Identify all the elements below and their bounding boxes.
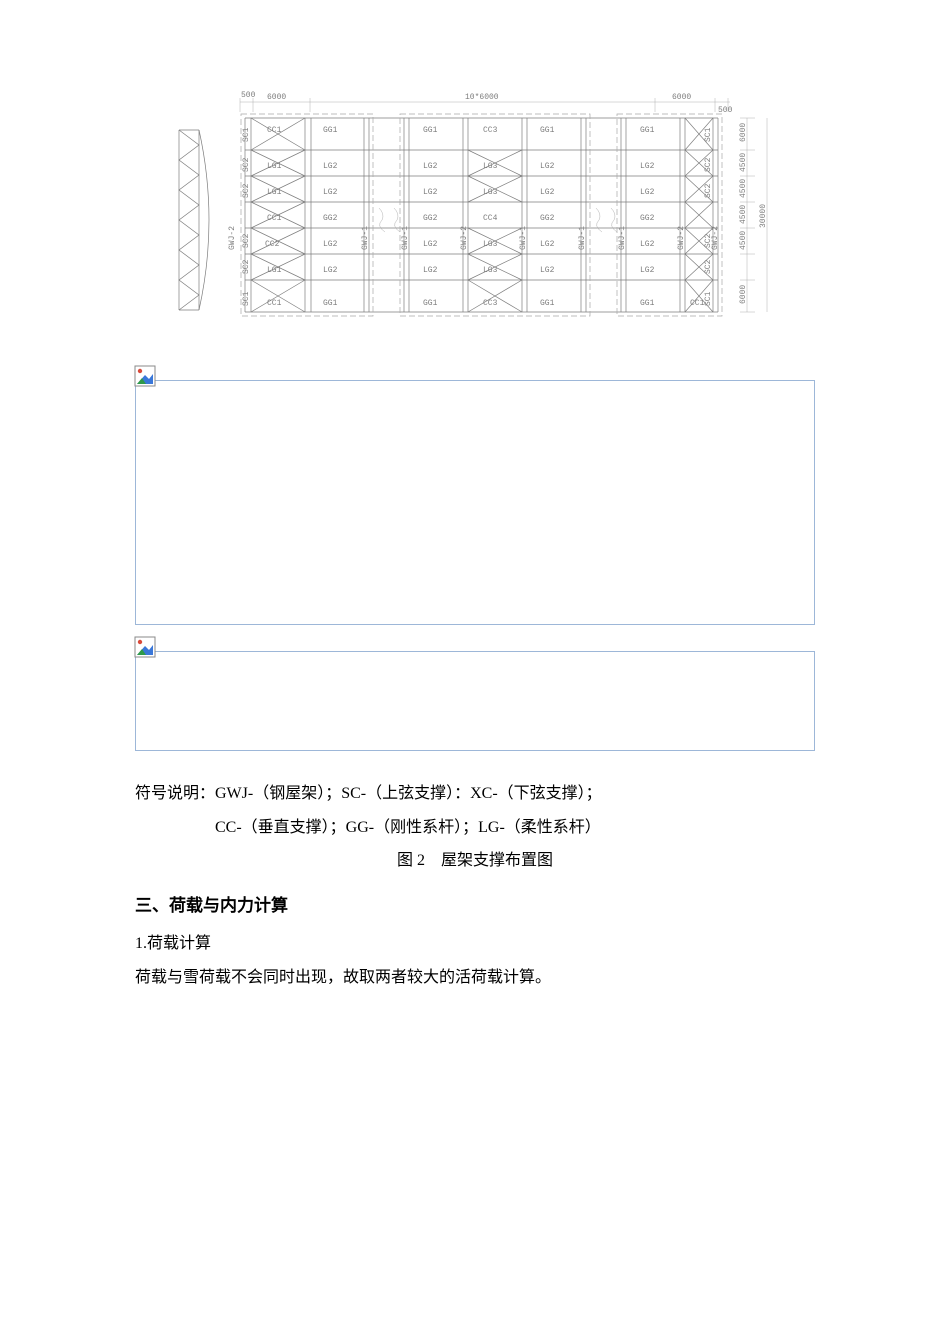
svg-text:LG2: LG2 <box>640 188 655 197</box>
svg-text:LG1: LG1 <box>267 266 282 275</box>
svg-text:LG3: LG3 <box>483 240 498 249</box>
svg-text:SC1: SC1 <box>242 127 251 142</box>
dim-6000-l: 6000 <box>267 93 286 102</box>
section-3-item-1: 1.荷载计算 <box>135 927 815 961</box>
top-dim: 500 6000 10*6000 6000 500 <box>240 91 733 115</box>
svg-text:SC2: SC2 <box>242 183 251 198</box>
svg-text:GG1: GG1 <box>423 299 438 308</box>
svg-text:LG2: LG2 <box>323 266 338 275</box>
broken-image-icon <box>134 365 156 387</box>
svg-text:LG3: LG3 <box>483 266 498 275</box>
svg-text:LG2: LG2 <box>323 162 338 171</box>
svg-text:CC2: CC2 <box>265 240 280 249</box>
svg-text:GG2: GG2 <box>323 214 338 223</box>
svg-text:LG3: LG3 <box>483 188 498 197</box>
legend-line-2: CC-（垂直支撑）；GG-（刚性系杆）；LG-（柔性系杆） <box>135 811 815 845</box>
svg-text:CC3: CC3 <box>483 299 498 308</box>
svg-text:GG1: GG1 <box>323 126 338 135</box>
svg-text:GWJ-1: GWJ-1 <box>618 226 627 250</box>
svg-text:GG1: GG1 <box>323 299 338 308</box>
svg-text:LG2: LG2 <box>323 240 338 249</box>
svg-text:SC2: SC2 <box>242 233 251 248</box>
svg-text:LG2: LG2 <box>323 188 338 197</box>
svg-text:LG2: LG2 <box>423 266 438 275</box>
grid-labels: CC1 GG1 GG1 CC3 GG1 GG1 LG1 LG2 LG2 LG3 … <box>228 126 720 308</box>
truss-layout-diagram: 500 6000 10*6000 6000 500 <box>135 80 815 360</box>
dim-6000-r: 6000 <box>672 93 691 102</box>
svg-text:GG1: GG1 <box>423 126 438 135</box>
svg-text:CC1: CC1 <box>267 299 282 308</box>
svg-text:LG2: LG2 <box>640 266 655 275</box>
svg-text:LG3: LG3 <box>483 162 498 171</box>
svg-text:GWJ-1: GWJ-1 <box>519 226 528 250</box>
svg-text:CC4: CC4 <box>483 214 498 223</box>
svg-text:LG2: LG2 <box>540 162 555 171</box>
truss-elevation <box>179 130 209 310</box>
missing-image-placeholder-2 <box>135 651 815 751</box>
svg-text:GG1: GG1 <box>540 299 555 308</box>
svg-text:GWJ-1: GWJ-1 <box>578 226 587 250</box>
svg-text:4500: 4500 <box>739 231 748 250</box>
svg-text:LG2: LG2 <box>640 240 655 249</box>
svg-text:GWJ-2: GWJ-2 <box>460 226 469 250</box>
svg-text:GWJ-1: GWJ-1 <box>401 226 410 250</box>
svg-text:LG2: LG2 <box>640 162 655 171</box>
svg-text:LG1: LG1 <box>267 162 282 171</box>
svg-text:SC2: SC2 <box>704 183 713 198</box>
svg-text:CC1: CC1 <box>267 126 282 135</box>
svg-text:30000: 30000 <box>759 204 768 228</box>
dim-500-l: 500 <box>241 91 256 100</box>
svg-text:GWJ-2: GWJ-2 <box>711 226 720 250</box>
right-dim: 6000 4500 4500 4500 4500 6000 30000 <box>739 118 768 312</box>
svg-text:SC2: SC2 <box>704 157 713 172</box>
svg-text:LG2: LG2 <box>540 240 555 249</box>
svg-text:SC1: SC1 <box>704 291 713 306</box>
svg-text:SC1: SC1 <box>242 291 251 306</box>
svg-text:LG2: LG2 <box>423 162 438 171</box>
svg-text:SC2: SC2 <box>242 157 251 172</box>
svg-text:LG1: LG1 <box>267 188 282 197</box>
svg-text:LG2: LG2 <box>423 188 438 197</box>
svg-text:CC3: CC3 <box>483 126 498 135</box>
svg-text:4500: 4500 <box>739 153 748 172</box>
dim-mid: 10*6000 <box>465 93 499 102</box>
svg-text:LG2: LG2 <box>540 266 555 275</box>
svg-text:4500: 4500 <box>739 179 748 198</box>
svg-text:GG2: GG2 <box>640 214 655 223</box>
figure-caption: 图 2 屋架支撑布置图 <box>135 844 815 878</box>
svg-text:GG2: GG2 <box>540 214 555 223</box>
svg-text:SC2: SC2 <box>704 259 713 274</box>
document-page: 500 6000 10*6000 6000 500 <box>0 0 950 1035</box>
svg-text:SC2: SC2 <box>242 259 251 274</box>
diagram-svg: 500 6000 10*6000 6000 500 <box>145 80 805 360</box>
svg-text:CC1: CC1 <box>690 299 705 308</box>
svg-text:CC1: CC1 <box>267 214 282 223</box>
broken-image-icon <box>134 636 156 658</box>
missing-image-placeholder-1 <box>135 380 815 625</box>
svg-text:6000: 6000 <box>739 123 748 142</box>
svg-text:GWJ-1: GWJ-1 <box>361 226 370 250</box>
svg-text:GG2: GG2 <box>423 214 438 223</box>
legend-line-1: 符号说明：GWJ-（钢屋架）；SC-（上弦支撑）：XC-（下弦支撑）； <box>135 777 815 811</box>
svg-text:GWJ-2: GWJ-2 <box>228 226 237 250</box>
svg-text:4500: 4500 <box>739 205 748 224</box>
svg-text:GG1: GG1 <box>540 126 555 135</box>
svg-text:6000: 6000 <box>739 285 748 304</box>
svg-text:LG2: LG2 <box>423 240 438 249</box>
svg-text:GG1: GG1 <box>640 299 655 308</box>
svg-text:LG2: LG2 <box>540 188 555 197</box>
svg-text:GG1: GG1 <box>640 126 655 135</box>
section-3-heading: 三、荷载与内力计算 <box>135 888 815 924</box>
svg-text:GWJ-2: GWJ-2 <box>677 226 686 250</box>
svg-text:SC1: SC1 <box>704 127 713 142</box>
section-3-body: 荷载与雪荷载不会同时出现，故取两者较大的活荷载计算。 <box>135 961 815 995</box>
